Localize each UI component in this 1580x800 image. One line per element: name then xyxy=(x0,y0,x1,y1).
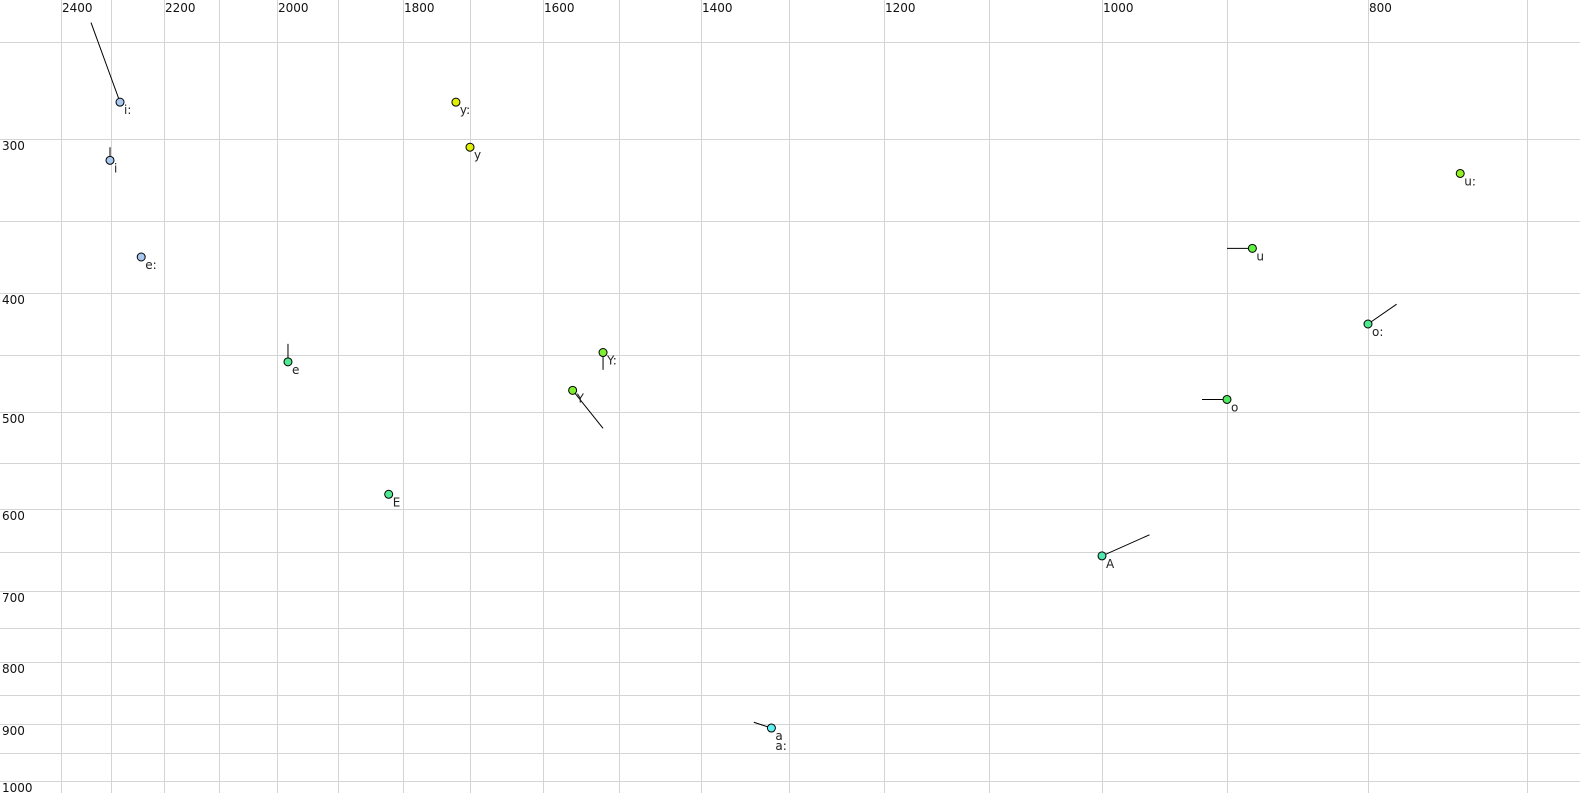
x-tick-label: 2400 xyxy=(62,1,93,15)
y-tick-label: 300 xyxy=(2,139,25,153)
trajectory-line xyxy=(1101,534,1150,557)
x-tick-label: 1800 xyxy=(404,1,435,15)
vowel-point xyxy=(1097,551,1107,561)
trajectory-line xyxy=(90,22,121,103)
vowel-label: u xyxy=(1256,249,1264,263)
vowel-point xyxy=(598,348,608,358)
vowel-point xyxy=(283,357,293,367)
vowel-label: y: xyxy=(460,103,470,117)
vowel-label: E xyxy=(393,495,401,509)
vowel-point xyxy=(136,252,146,262)
x-tick-label: 1200 xyxy=(885,1,916,15)
vowel-label: a xyxy=(775,729,782,743)
trajectory-line xyxy=(572,390,604,429)
vowel-label: Y: xyxy=(606,354,617,368)
x-tick-label: 2000 xyxy=(278,1,309,15)
vowel-point xyxy=(115,97,125,107)
x-axis-ticks: 2400 2200 2000 1800 1600 1400 1200 1000 800 xyxy=(62,1,1392,15)
vowel-label: e: xyxy=(145,258,156,272)
vowel-label: e xyxy=(292,363,299,377)
vowel-label: a: xyxy=(775,739,786,753)
y-tick-label: 800 xyxy=(2,662,25,676)
vowel-point xyxy=(568,385,578,395)
vowel-point xyxy=(105,155,115,165)
vowel-label: i xyxy=(114,161,117,175)
y-tick-label: 900 xyxy=(2,724,25,738)
y-tick-label: 600 xyxy=(2,509,25,523)
x-tick-label: 2200 xyxy=(165,1,196,15)
trajectories xyxy=(90,22,1397,729)
vowel-point xyxy=(384,489,394,499)
x-tick-label: 1400 xyxy=(702,1,733,15)
vowel-point xyxy=(451,97,461,107)
y-tick-label: 700 xyxy=(2,591,25,605)
y-axis-ticks: 300 400 500 600 700 800 900 1000 xyxy=(2,139,33,795)
vowel-label: o: xyxy=(1372,325,1383,339)
y-tick-label: 500 xyxy=(2,412,25,426)
y-tick-label: 400 xyxy=(2,293,25,307)
vowel-point xyxy=(1455,168,1465,178)
y-tick-label: 1000 xyxy=(2,781,33,795)
vowel-label: u: xyxy=(1464,174,1476,188)
trajectory-line xyxy=(1367,303,1397,325)
vowel-label: Y xyxy=(576,391,585,405)
vowel-point xyxy=(1363,319,1373,329)
x-tick-label: 1000 xyxy=(1103,1,1134,15)
vowel-label: A xyxy=(1106,557,1115,571)
vowel-point xyxy=(465,142,475,152)
vowel-label: o xyxy=(1231,400,1238,414)
x-tick-label: 800 xyxy=(1369,1,1392,15)
x-tick-label: 1600 xyxy=(544,1,575,15)
vowel-label: i: xyxy=(124,103,131,117)
vowel-point xyxy=(1222,394,1232,404)
vowel-label: y xyxy=(474,148,481,162)
data-points: i: i e: e Ey: y Y: Yaa: Ao o: u u: xyxy=(105,97,1476,753)
vowel-point xyxy=(1247,243,1257,253)
vowel-point xyxy=(766,723,776,733)
